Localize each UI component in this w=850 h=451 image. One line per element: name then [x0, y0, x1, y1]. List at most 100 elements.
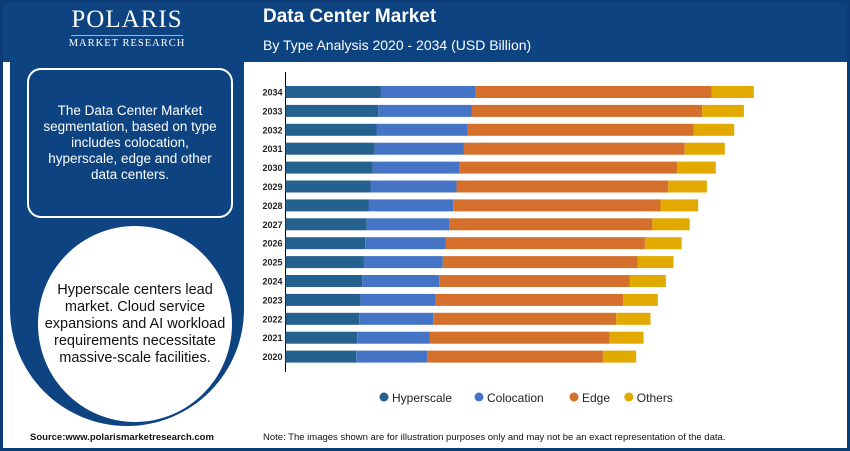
stacked-bar-chart: 2034 2033 2032 2031 2030 2029 2028 2027 2026 2025… [262, 72, 754, 405]
category-label: 2032 [262, 125, 282, 135]
bar-segment-edge [439, 275, 630, 287]
bar-segment-hyperscale [285, 218, 367, 231]
page-title: Data Center Market [263, 6, 437, 27]
legend-label: Colocation [487, 391, 544, 405]
bar-segment-others [602, 350, 637, 363]
bar-segment-others [644, 237, 682, 250]
bar-segment-colocation [368, 199, 454, 212]
logo-divider [71, 35, 183, 36]
category-label: 2030 [262, 163, 282, 173]
bar-segment-colocation [380, 86, 476, 98]
bar-segment-others [652, 218, 690, 231]
logo-name: POLARIS [71, 6, 183, 33]
bar-segment-others [711, 86, 754, 98]
legend-item-hyperscale: Hyperscale [379, 391, 452, 405]
bar-segment-hyperscale [285, 142, 375, 155]
bar-segment-colocation [357, 331, 430, 344]
bar-segment-edge [442, 256, 638, 269]
bar-segment-others [660, 199, 699, 212]
bar-segment-edge [456, 180, 669, 193]
logo: POLARIS MARKET RESEARCH [10, 6, 244, 49]
legend-marker [379, 392, 389, 402]
category-label: 2027 [262, 220, 282, 230]
legend-item-colocation: Colocation [474, 391, 544, 405]
category-label: 2034 [262, 88, 282, 98]
bar-segment-colocation [356, 350, 428, 363]
bar-segment-edge [449, 218, 653, 231]
bar-segment-others [609, 331, 644, 344]
bar-segment-hyperscale [285, 237, 366, 250]
bar-segment-edge [471, 104, 703, 117]
disclaimer-note: Note: The images shown are for illustrat… [263, 432, 726, 443]
category-label: 2028 [262, 201, 282, 211]
bar-segment-edge [445, 237, 645, 250]
info-box: The Data Center Market segmentation, bas… [27, 68, 233, 218]
bar-segment-colocation [362, 275, 440, 287]
info-text: The Data Center Market segmentation, bas… [43, 103, 217, 182]
bar-segment-hyperscale [285, 312, 360, 325]
category-label: 2031 [262, 144, 282, 154]
legend-marker [624, 392, 634, 402]
bar-segment-edge [433, 312, 617, 325]
bar-segment-others [693, 123, 735, 136]
source-text: Source:www.polarismarketresearch.com [30, 432, 214, 443]
bar-segment-hyperscale [285, 293, 361, 306]
category-label: 2023 [262, 295, 282, 305]
bar-segment-hyperscale [285, 350, 357, 363]
category-label: 2021 [262, 333, 282, 343]
bar-segment-colocation [378, 104, 472, 117]
category-label: 2026 [262, 239, 282, 249]
highlight-circle: Hyperscale centers lead market. Cloud se… [38, 226, 232, 422]
category-label: 2025 [262, 258, 282, 268]
bar-segment-colocation [376, 123, 468, 136]
logo-tagline: MARKET RESEARCH [68, 38, 186, 49]
page-subtitle: By Type Analysis 2020 - 2034 (USD Billio… [263, 37, 532, 53]
legend-label: Others [637, 391, 673, 405]
bar-segment-edge [459, 161, 678, 174]
bar-segment-colocation [374, 142, 464, 155]
bar-segment-colocation [370, 180, 457, 193]
category-label: 2022 [262, 314, 282, 324]
bar-segment-colocation [366, 218, 450, 231]
bar-segment-hyperscale [285, 275, 363, 287]
bar-segment-hyperscale [285, 161, 373, 174]
bar-segment-hyperscale [285, 331, 358, 344]
category-label: 2029 [262, 182, 282, 192]
legend-marker [569, 392, 579, 402]
bar-segment-hyperscale [285, 123, 377, 136]
category-label: 2020 [262, 352, 282, 362]
bar-segment-hyperscale [285, 256, 364, 269]
legend-marker [474, 392, 484, 402]
bar-segment-others [616, 312, 651, 325]
bar-segment-others [677, 161, 716, 174]
bar-segment-colocation [363, 256, 443, 269]
legend-item-others: Others [624, 391, 673, 405]
bar-segment-others [668, 180, 707, 193]
bar-segment-edge [427, 350, 603, 363]
highlight-text: Hyperscale centers lead market. Cloud se… [44, 281, 226, 366]
bar-segment-hyperscale [285, 199, 369, 212]
bar-segment-colocation [359, 312, 434, 325]
bar-segment-hyperscale [285, 104, 379, 117]
bar-segment-edge [475, 86, 712, 98]
bar-segment-edge [429, 331, 610, 344]
bar-segment-colocation [360, 293, 436, 306]
bar-segment-others [702, 104, 744, 117]
legend-label: Edge [582, 391, 610, 405]
bar-segment-edge [435, 293, 624, 306]
bar-segment-edge [453, 199, 661, 212]
bar-segment-others [629, 275, 666, 287]
bar-segment-colocation [372, 161, 460, 174]
category-label: 2024 [262, 277, 282, 287]
bar-segment-edge [463, 142, 685, 155]
legend-item-edge: Edge [569, 391, 610, 405]
category-label: 2033 [262, 106, 282, 116]
bar-segment-edge [467, 123, 694, 136]
legend-label: Hyperscale [392, 391, 452, 405]
bar-segment-colocation [365, 237, 446, 250]
bar-segment-others [623, 293, 658, 306]
bar-segment-hyperscale [285, 180, 371, 193]
chart-area: 2034 2033 2032 2031 2030 2029 2028 2027 2026 2025… [246, 62, 847, 428]
bar-segment-hyperscale [285, 86, 381, 98]
bar-segment-others [637, 256, 674, 269]
